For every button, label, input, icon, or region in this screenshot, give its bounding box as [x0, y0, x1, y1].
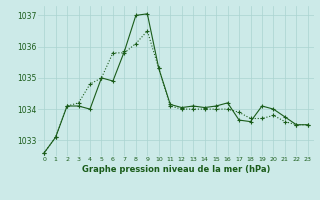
- X-axis label: Graphe pression niveau de la mer (hPa): Graphe pression niveau de la mer (hPa): [82, 165, 270, 174]
